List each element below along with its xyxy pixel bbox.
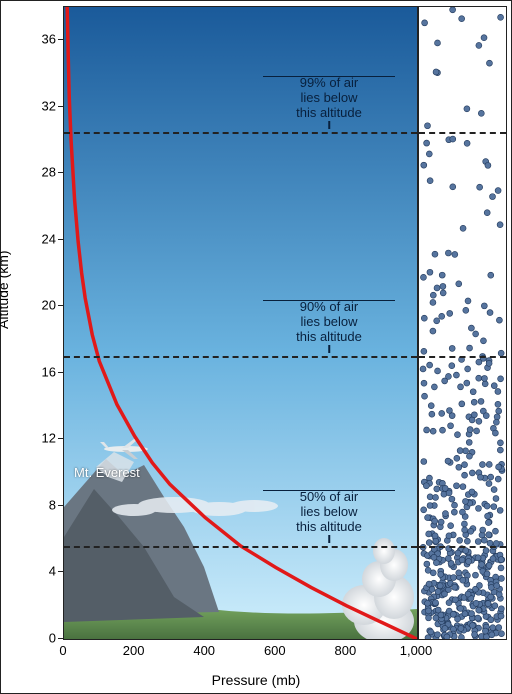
threshold-label: 50% of airlies belowthis altitude [259,490,399,535]
y-tick-label: 8 [49,497,56,512]
x-tick-label: 800 [335,643,357,658]
y-axis-title: Altitude (km) [0,250,11,329]
threshold-line [64,546,417,548]
y-tick-label: 32 [42,98,56,113]
threshold-label: 90% of airlies belowthis altitude [259,300,399,345]
x-tick-label: 0 [59,643,66,658]
x-axis-title: Pressure (mb) [1,672,511,688]
y-tick-label: 28 [42,165,56,180]
x-tick-label: 400 [193,643,215,658]
y-tick-label: 16 [42,364,56,379]
threshold-line [64,132,417,134]
plot-area: Mt. Everest 50% of airlies belowthis alt… [63,6,418,640]
x-tick-label: 600 [264,643,286,658]
mt-everest-label: Mt. Everest [74,465,140,480]
chart-container: Altitude (km) Pressure (mb) [0,0,512,694]
threshold-label: 99% of airlies belowthis altitude [259,76,399,121]
y-tick-label: 20 [42,298,56,313]
x-tick-label: 1,000 [400,643,433,658]
density-panel [418,6,507,640]
threshold-line [64,356,417,358]
y-tick-label: 12 [42,431,56,446]
y-tick-label: 4 [49,564,56,579]
x-tick-label: 200 [123,643,145,658]
y-tick-label: 0 [49,631,56,646]
y-tick-label: 36 [42,32,56,47]
y-tick-label: 24 [42,231,56,246]
